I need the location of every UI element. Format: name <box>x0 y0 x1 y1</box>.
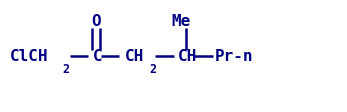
Text: 2: 2 <box>150 63 156 76</box>
Text: C: C <box>93 49 102 63</box>
Text: CH: CH <box>178 49 197 63</box>
Text: CH: CH <box>125 49 145 63</box>
Text: O: O <box>91 14 101 28</box>
Text: 2: 2 <box>63 63 70 76</box>
Text: Me: Me <box>171 14 191 28</box>
Text: Pr-n: Pr-n <box>215 49 253 63</box>
Text: ClCH: ClCH <box>10 49 49 63</box>
